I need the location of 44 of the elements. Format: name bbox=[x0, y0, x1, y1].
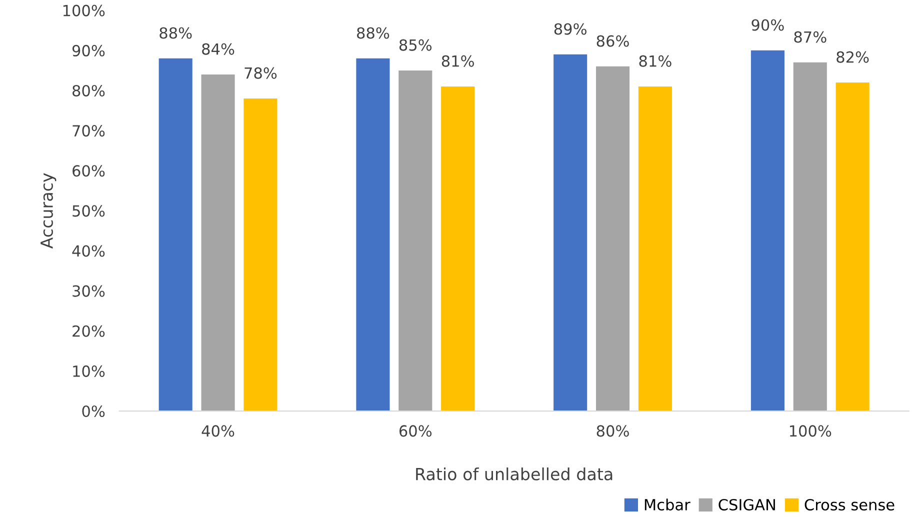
y-tick-label: 100% bbox=[63, 4, 105, 16]
y-tick-label: 10% bbox=[73, 365, 105, 377]
legend-label: CSIGAN bbox=[718, 498, 775, 510]
data-label: 88% bbox=[160, 27, 192, 39]
y-tick-label: 50% bbox=[72, 205, 105, 217]
bar bbox=[638, 86, 672, 412]
bar bbox=[596, 66, 630, 412]
data-label: 87% bbox=[794, 31, 826, 43]
bar bbox=[836, 82, 870, 412]
y-tick-label: 0% bbox=[82, 405, 105, 418]
x-tick-label: 100% bbox=[790, 425, 832, 437]
y-tick-label: 20% bbox=[72, 325, 105, 337]
data-label: 81% bbox=[442, 55, 474, 67]
x-tick-label: 40% bbox=[202, 425, 234, 437]
data-label: 84% bbox=[202, 43, 234, 55]
bar bbox=[158, 58, 192, 412]
bar bbox=[750, 50, 784, 412]
y-tick-label: 90% bbox=[72, 44, 105, 56]
bar bbox=[398, 70, 432, 412]
bar bbox=[793, 62, 827, 412]
legend-label: Cross sense bbox=[804, 498, 894, 510]
y-tick-label: 80% bbox=[72, 84, 105, 96]
data-label: 89% bbox=[554, 23, 586, 35]
data-label: 86% bbox=[596, 35, 629, 47]
bar bbox=[201, 74, 235, 412]
x-axis-title: Ratio of unlabelled data bbox=[416, 467, 612, 480]
bar bbox=[244, 98, 278, 412]
y-tick-label: 60% bbox=[72, 165, 105, 177]
data-label: 81% bbox=[639, 55, 672, 67]
y-tick-label: 40% bbox=[72, 245, 105, 257]
data-label: 90% bbox=[752, 19, 784, 31]
data-label: 88% bbox=[357, 27, 390, 39]
data-label: 82% bbox=[836, 51, 869, 63]
data-label: 78% bbox=[244, 67, 277, 79]
x-tick-label: 80% bbox=[596, 425, 629, 437]
bar bbox=[554, 54, 588, 412]
legend-label: Mcbar bbox=[644, 498, 690, 510]
bar bbox=[356, 58, 390, 412]
y-tick-label: 30% bbox=[72, 285, 105, 297]
y-tick-label: 70% bbox=[72, 125, 105, 137]
x-tick-label: 60% bbox=[399, 425, 432, 437]
y-axis-title: Accuracy bbox=[40, 173, 56, 249]
data-label: 85% bbox=[399, 39, 432, 51]
bar bbox=[441, 86, 475, 412]
